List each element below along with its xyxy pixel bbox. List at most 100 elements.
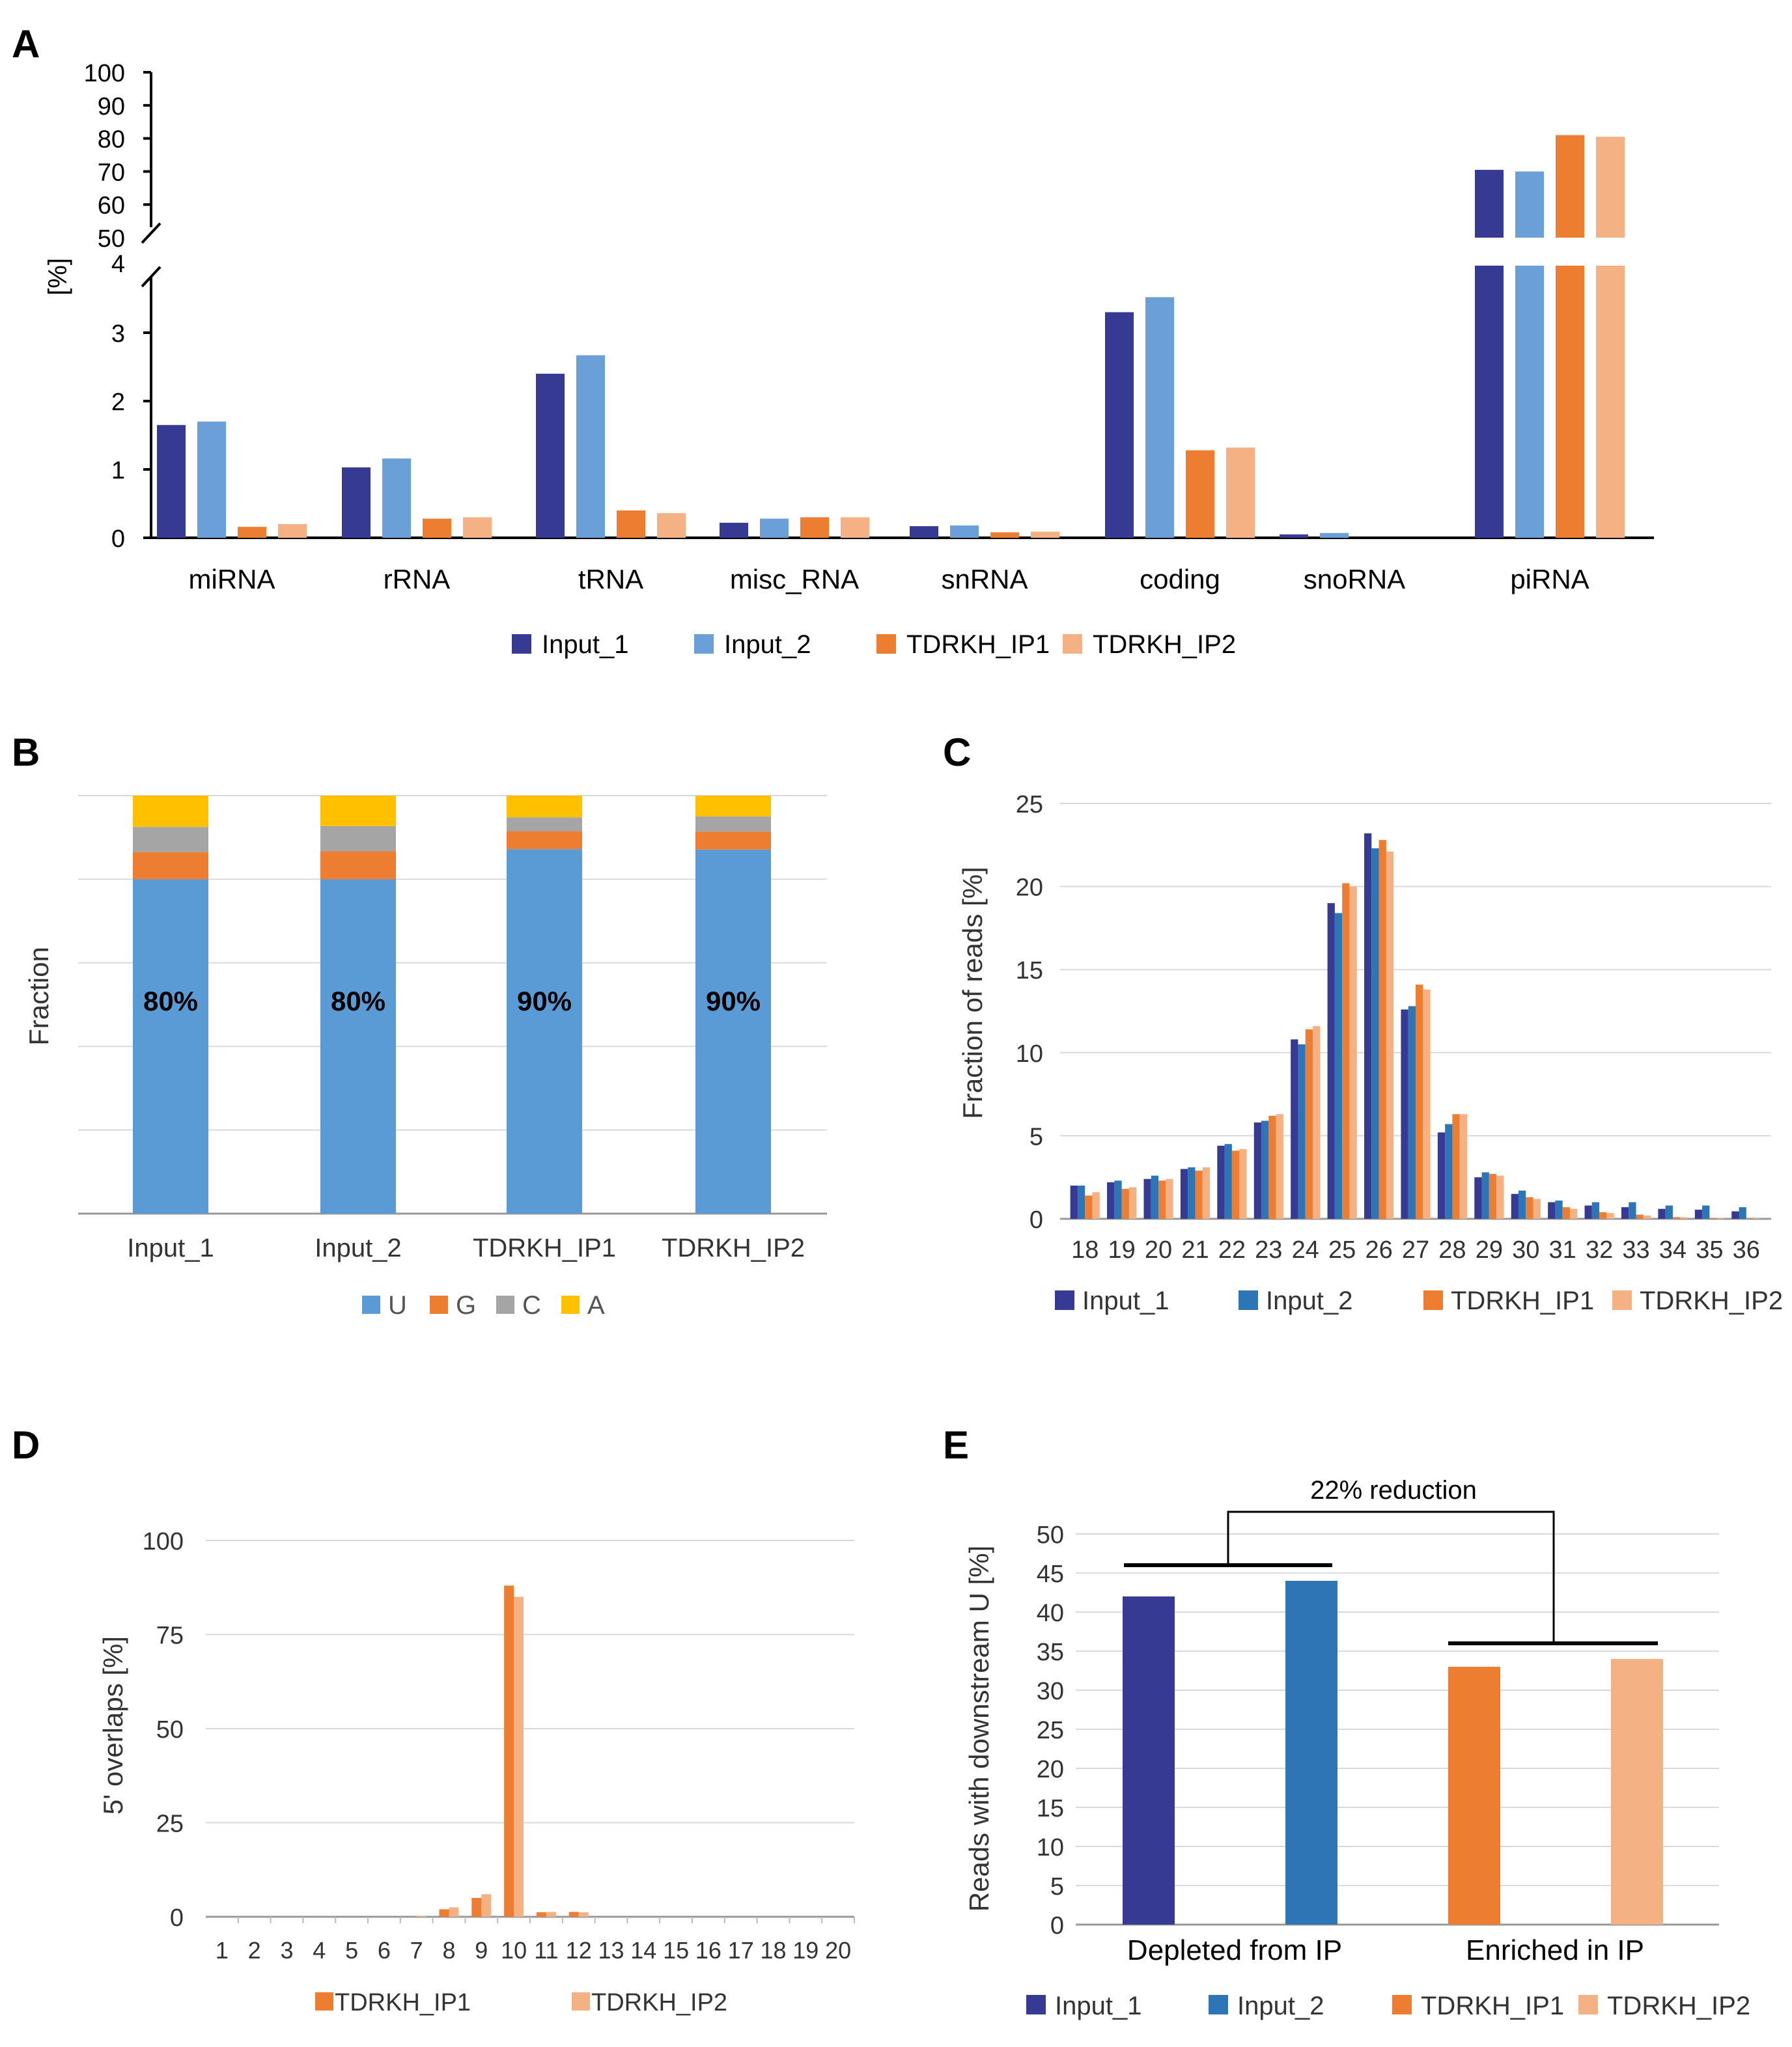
bar-a-snRNA-TDRKH_IP2 — [1031, 531, 1059, 538]
tick-a-lower-label: 3 — [111, 320, 125, 348]
legend-d-swatch-TDRKH_IP2 — [572, 1992, 590, 2011]
bar-a-piRNA-Input_1-upper — [1475, 169, 1504, 238]
panel-a-chart: [%] 0 1 2 3 450 60 70 80 90 100 miRNA rRNA tRNA misc… — [44, 60, 1654, 659]
bar-a-misc_RNA-Input_2 — [760, 518, 789, 538]
panel-d-bars — [416, 1585, 589, 1917]
bar-c-19-Input_2 — [1114, 1180, 1122, 1219]
bar-c-20-TDRKH_IP2 — [1166, 1178, 1173, 1219]
tick-d-label: 75 — [156, 1622, 184, 1650]
bar-c-31-Input_1 — [1548, 1202, 1556, 1219]
axis-a-break-lower — [141, 266, 161, 288]
bar-b-Input_2-U — [320, 879, 396, 1214]
legend-e-label-TDRKH_IP1: TDRKH_IP1 — [1421, 1992, 1564, 2020]
bar-c-30-TDRKH_IP2 — [1533, 1199, 1541, 1219]
panel-e-annotation: 22% reduction — [1310, 1476, 1477, 1505]
bar-c-21-Input_1 — [1180, 1169, 1188, 1219]
bar-c-18-TDRKH_IP1 — [1085, 1195, 1093, 1219]
bar-a-misc_RNA-Input_1 — [720, 522, 748, 538]
category-c-label: 33 — [1622, 1236, 1649, 1264]
panel-e-legend: Input_1 Input_2 TDRKH_IP1 TDRKH_IP2 — [1026, 1992, 1750, 2020]
category-c-label: 25 — [1328, 1236, 1356, 1264]
bar-b-Input_2-G — [320, 851, 396, 880]
legend-c-label-TDRKH_IP2: TDRKH_IP2 — [1640, 1287, 1783, 1315]
data-label-b-Input_2: 80% — [331, 986, 385, 1016]
bar-a-piRNA-TDRKH_IP2-upper — [1596, 137, 1625, 238]
bar-c-29-Input_1 — [1474, 1177, 1482, 1219]
panel-e-ylabel: Reads with downstream U [%] — [964, 1546, 994, 1912]
panel-a-ylabel: [%] — [44, 258, 72, 296]
bar-b-TDRKH_IP2-C — [695, 816, 771, 832]
bar-c-24-Input_1 — [1291, 1039, 1298, 1219]
bar-a-coding-Input_1 — [1105, 312, 1134, 538]
category-e-label: Enriched in IP — [1466, 1934, 1644, 1966]
bar-b-TDRKH_IP2-U — [695, 849, 771, 1214]
category-a-label: rRNA — [384, 564, 451, 594]
bar-c-33-Input_1 — [1621, 1207, 1629, 1219]
category-d-label: 13 — [598, 1937, 624, 1964]
bar-c-28-TDRKH_IP2 — [1459, 1114, 1467, 1219]
legend-b-label-G: G — [456, 1291, 476, 1320]
bar-e-TDRKH_IP1 — [1448, 1667, 1500, 1925]
legend-e-swatch-TDRKH_IP2 — [1578, 1995, 1598, 2014]
bar-a-miRNA-Input_1 — [157, 425, 186, 538]
bar-c-31-TDRKH_IP2 — [1569, 1208, 1578, 1219]
bar-c-27-Input_1 — [1401, 1009, 1408, 1219]
bar-c-33-TDRKH_IP2 — [1643, 1215, 1651, 1219]
bar-a-snRNA-Input_2 — [950, 525, 979, 538]
category-c-label: 24 — [1292, 1236, 1319, 1264]
bar-b-TDRKH_IP2-G — [695, 831, 771, 850]
bar-c-30-Input_1 — [1511, 1193, 1519, 1219]
bar-c-27-TDRKH_IP2 — [1423, 989, 1431, 1219]
bar-c-28-Input_2 — [1445, 1124, 1453, 1219]
category-c-label: 23 — [1255, 1236, 1282, 1264]
tick-e-label: 40 — [1037, 1600, 1064, 1627]
bar-a-piRNA-Input_1-lower — [1475, 266, 1504, 538]
panel-e-bars — [1123, 1581, 1663, 1925]
bar-c-18-TDRKH_IP2 — [1092, 1192, 1100, 1219]
legend-b-label-U: U — [388, 1291, 407, 1320]
category-c-label: 34 — [1659, 1236, 1687, 1264]
bar-c-30-Input_2 — [1518, 1190, 1526, 1219]
legend-c-swatch-TDRKH_IP2 — [1612, 1290, 1632, 1310]
bar-d-9-TDRKH_IP2 — [481, 1894, 492, 1917]
category-d-label: 15 — [663, 1937, 689, 1964]
bar-a-tRNA-TDRKH_IP1 — [617, 510, 645, 538]
category-d-label: 6 — [378, 1937, 391, 1964]
bar-c-35-Input_2 — [1702, 1205, 1710, 1219]
category-d-label: 18 — [760, 1937, 786, 1964]
bar-a-piRNA-TDRKH_IP1-upper — [1556, 135, 1584, 238]
category-d-label: 3 — [280, 1937, 293, 1964]
bar-b-Input_1-C — [133, 827, 208, 852]
tick-a-upper-label: 90 — [98, 93, 125, 120]
bar-d-12-TDRKH_IP1 — [568, 1912, 579, 1917]
legend-c-label-TDRKH_IP1: TDRKH_IP1 — [1451, 1287, 1594, 1315]
category-c-label: 32 — [1586, 1236, 1613, 1264]
bar-d-11-TDRKH_IP1 — [536, 1912, 546, 1917]
legend-b-swatch-C — [496, 1296, 514, 1314]
category-d-label: 10 — [501, 1937, 527, 1964]
tick-d-label: 50 — [156, 1716, 184, 1744]
bar-c-29-Input_2 — [1481, 1172, 1489, 1219]
bar-d-9-TDRKH_IP1 — [471, 1898, 482, 1917]
bar-d-7-TDRKH_IP2 — [416, 1915, 427, 1917]
bar-a-coding-TDRKH_IP1 — [1186, 450, 1214, 538]
tick-a-upper-label: 70 — [98, 159, 125, 186]
bar-c-26-TDRKH_IP1 — [1379, 840, 1386, 1219]
panel-a-letter: A — [12, 22, 40, 66]
tick-e-label: 5 — [1050, 1873, 1064, 1901]
bar-c-19-Input_1 — [1107, 1182, 1115, 1219]
panel-c-category-labels: 18 19 20 21 22 23 24 25 26 27 28 29 30 31 32 33 34 35 36 — [1071, 1236, 1760, 1264]
category-d-label: 19 — [792, 1937, 819, 1964]
bar-b-Input_1-A — [133, 796, 208, 828]
bar-a-piRNA-TDRKH_IP2-lower — [1596, 266, 1625, 538]
legend-b-swatch-A — [561, 1296, 580, 1314]
bar-c-30-TDRKH_IP1 — [1526, 1197, 1533, 1219]
category-c-label: 22 — [1218, 1236, 1246, 1264]
bar-a-tRNA-Input_2 — [576, 355, 605, 538]
bar-d-12-TDRKH_IP2 — [578, 1912, 589, 1917]
bar-a-coding-TDRKH_IP2 — [1226, 447, 1255, 538]
legend-e-swatch-Input_2 — [1209, 1995, 1228, 2014]
category-b-label: TDRKH_IP1 — [473, 1234, 616, 1262]
bar-c-25-TDRKH_IP1 — [1342, 883, 1350, 1219]
tick-a-lower-label: 1 — [111, 457, 125, 484]
